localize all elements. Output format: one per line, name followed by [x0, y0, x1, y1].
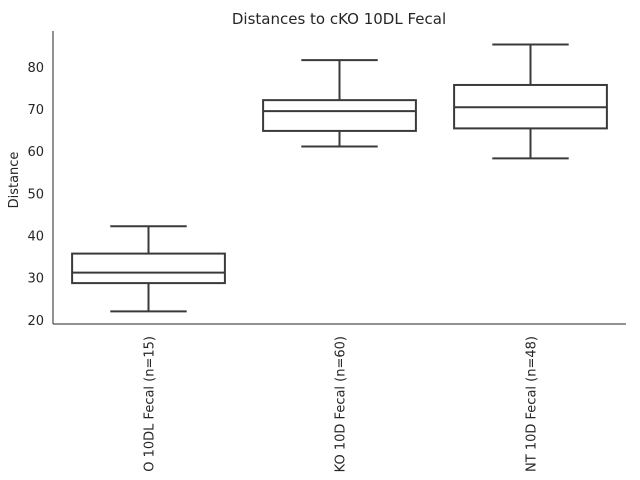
chart-title: Distances to cKO 10DL Fecal — [232, 10, 446, 28]
x-axis-ticks: O 10DL Fecal (n=15) KO 10D Fecal (n=60) NT… — [143, 336, 540, 472]
y-tick-label: 60 — [27, 145, 44, 160]
x-tick-label: NT 10D Fecal (n=48) — [525, 336, 540, 472]
boxes — [71, 43, 608, 313]
x-tick-label: O 10DL Fecal (n=15) — [143, 336, 158, 472]
box-2 — [262, 59, 417, 148]
y-tick-label: 30 — [27, 272, 44, 287]
box-3 — [453, 43, 608, 160]
y-tick-label: 50 — [27, 187, 44, 202]
axes-spines — [52, 31, 626, 325]
y-axis-label: Distance — [7, 152, 22, 209]
y-tick-label: 20 — [27, 314, 44, 329]
box-1 — [71, 225, 226, 313]
x-tick-label: KO 10D Fecal (n=60) — [334, 336, 349, 472]
box-iqr — [262, 99, 417, 132]
y-axis-ticks: 20 30 40 50 60 70 80 — [27, 61, 44, 329]
y-tick-label: 80 — [27, 61, 44, 76]
y-tick-label: 40 — [27, 229, 44, 244]
box-iqr — [71, 252, 226, 285]
y-tick-label: 70 — [27, 103, 44, 118]
